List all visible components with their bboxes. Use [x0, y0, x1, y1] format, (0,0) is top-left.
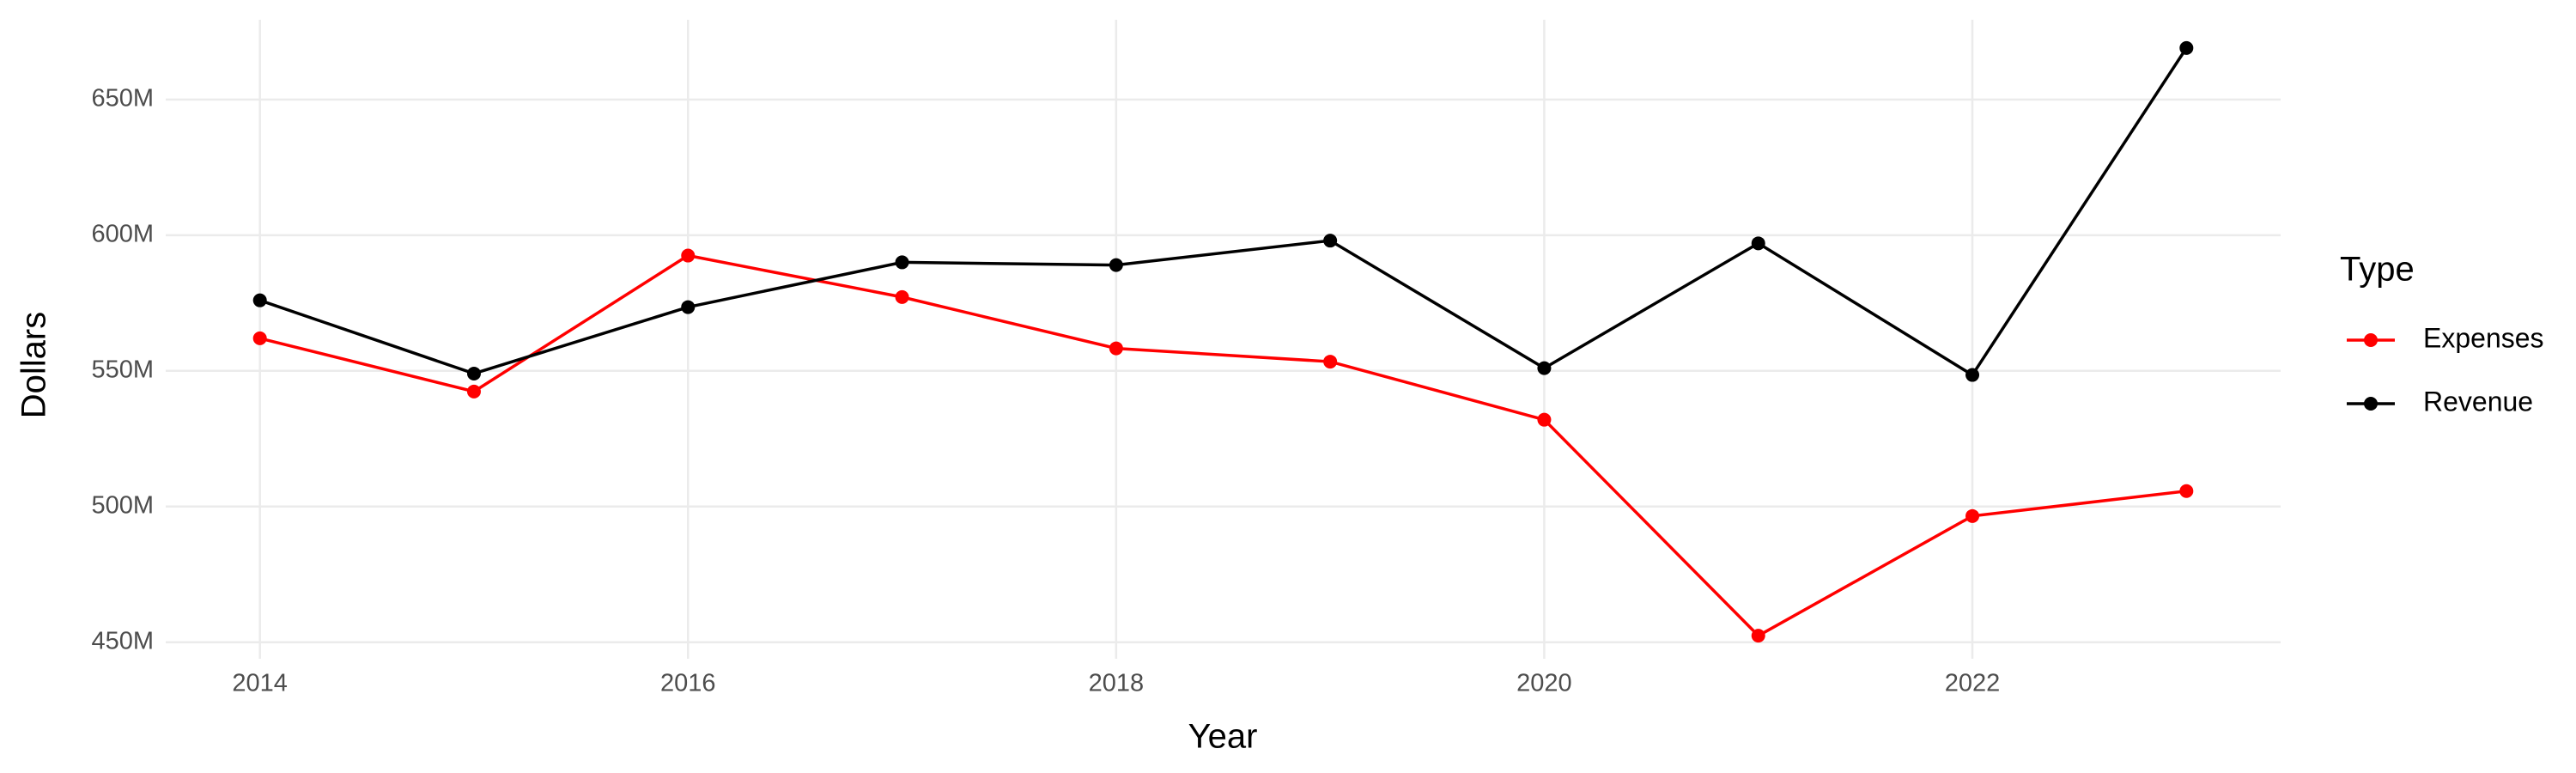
- x-tick-label: 2016: [660, 670, 716, 697]
- data-point: [2179, 40, 2194, 55]
- data-point: [1751, 629, 1765, 643]
- data-point: [1323, 234, 1338, 248]
- x-tick-label: 2014: [232, 670, 288, 697]
- y-tick-label: 500M: [91, 491, 154, 519]
- data-point: [252, 331, 267, 345]
- data-point: [1751, 236, 1765, 251]
- data-point: [895, 289, 909, 304]
- data-point: [681, 248, 696, 263]
- legend-title: Type: [2340, 251, 2415, 289]
- data-point: [1537, 361, 1552, 375]
- data-point: [895, 255, 909, 270]
- x-tick-label: 2020: [1516, 670, 1572, 697]
- data-point: [1965, 368, 1980, 382]
- x-tick-label: 2022: [1945, 670, 2001, 697]
- data-point: [1537, 412, 1552, 427]
- y-tick-label: 450M: [91, 627, 154, 654]
- data-point: [2179, 484, 2194, 498]
- data-point: [252, 293, 267, 307]
- y-tick-label: 600M: [91, 220, 154, 247]
- y-tick-label: 650M: [91, 85, 154, 113]
- legend-marker: [2364, 333, 2378, 347]
- legend-marker: [2364, 397, 2378, 411]
- data-point: [466, 384, 481, 399]
- data-point: [1965, 508, 1980, 523]
- data-point: [1109, 258, 1123, 272]
- y-tick-label: 550M: [91, 356, 154, 383]
- data-point: [1109, 341, 1123, 356]
- x-axis-title: Year: [1188, 718, 1258, 756]
- data-point: [1323, 355, 1338, 369]
- legend-label: Expenses: [2423, 322, 2544, 353]
- x-tick-label: 2018: [1089, 670, 1145, 697]
- series-line: [259, 253, 2187, 638]
- series-line: [259, 46, 2188, 377]
- legend-label: Revenue: [2423, 386, 2533, 417]
- data-point: [681, 300, 696, 314]
- y-axis-title: Dollars: [15, 312, 53, 418]
- data-point: [466, 366, 481, 380]
